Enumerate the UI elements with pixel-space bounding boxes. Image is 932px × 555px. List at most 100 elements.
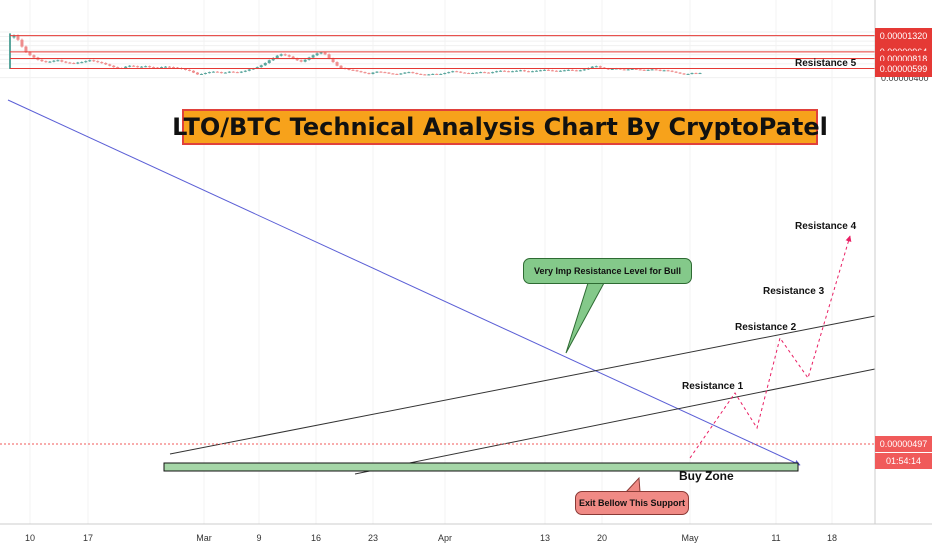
candle [654, 69, 658, 71]
candle [128, 65, 132, 67]
candle [335, 62, 339, 66]
candle [590, 66, 594, 69]
candle [562, 70, 566, 72]
candle [558, 70, 562, 72]
candle [686, 73, 690, 75]
candle [594, 66, 598, 68]
candle [403, 72, 407, 74]
candle [650, 69, 654, 71]
resistance-label: Resistance 1 [682, 381, 744, 392]
candle [199, 73, 203, 75]
candle [451, 71, 455, 73]
candle [483, 72, 487, 74]
candle [682, 73, 686, 75]
candle [646, 69, 650, 71]
time-tick: 11 [771, 533, 781, 543]
support-callout: Exit Bellow This Support [575, 491, 689, 515]
time-tick: 16 [310, 533, 322, 543]
candle [359, 71, 363, 73]
candle [626, 69, 630, 71]
candle [407, 72, 411, 74]
candle [415, 73, 419, 75]
candle [550, 70, 554, 72]
candle [327, 54, 331, 59]
candle [291, 56, 295, 59]
candle [124, 66, 128, 69]
candle [566, 69, 570, 71]
buy-zone-rect [163, 462, 799, 472]
candle [530, 71, 534, 73]
candle [339, 65, 343, 69]
candle [443, 73, 447, 75]
candle [570, 69, 574, 71]
candle [367, 73, 371, 75]
candle [399, 73, 403, 75]
candle [475, 72, 479, 74]
candle [363, 72, 367, 74]
time-tick: May [681, 533, 699, 543]
candle [88, 60, 92, 62]
candle [658, 69, 662, 71]
candle [255, 67, 259, 69]
candle [674, 71, 678, 73]
candle [503, 70, 507, 72]
price-tag: 0.00000599 [875, 60, 932, 77]
candle [630, 68, 634, 70]
candle [40, 59, 44, 62]
candle [116, 67, 120, 69]
candle [48, 61, 52, 63]
candle [423, 74, 427, 76]
candle [136, 66, 140, 68]
candle [487, 72, 491, 74]
candle [379, 71, 383, 73]
candle [52, 60, 56, 62]
price-tag: 0.00000497 [875, 436, 932, 452]
candle [391, 73, 395, 75]
candle [144, 66, 148, 68]
candle [542, 69, 546, 71]
candle [32, 55, 36, 58]
candle [463, 72, 467, 74]
candle [419, 73, 423, 75]
time-tick: 10 [24, 533, 36, 543]
candle [168, 66, 172, 68]
channel-top-line [169, 315, 876, 455]
candle [455, 71, 459, 73]
candle [479, 72, 483, 74]
candle [84, 61, 88, 63]
candle [411, 72, 415, 74]
candle [183, 68, 187, 70]
candle [534, 70, 538, 72]
candle [267, 60, 271, 64]
time-tick: Apr [437, 533, 453, 543]
candle [323, 52, 327, 55]
candle [259, 65, 263, 68]
candle [311, 55, 315, 58]
candle [16, 35, 20, 40]
candle [148, 66, 152, 68]
resistance-label: Resistance 2 [735, 322, 797, 333]
candle [431, 73, 435, 75]
candle [355, 70, 359, 72]
candle [395, 73, 399, 75]
candle [495, 71, 499, 73]
candle [638, 69, 642, 71]
candle [598, 66, 602, 68]
candle [235, 72, 239, 74]
candle [231, 71, 235, 73]
candle [92, 60, 96, 62]
candle [104, 63, 108, 65]
candle [435, 73, 439, 75]
candle [271, 57, 275, 61]
candle [191, 70, 195, 73]
candle [546, 69, 550, 71]
time-tick: 17 [82, 533, 94, 543]
candle [275, 55, 279, 58]
candle [622, 69, 626, 71]
candle [538, 70, 542, 72]
candle [56, 60, 60, 62]
candle [499, 70, 503, 72]
candle [72, 63, 76, 65]
candle [76, 62, 80, 64]
